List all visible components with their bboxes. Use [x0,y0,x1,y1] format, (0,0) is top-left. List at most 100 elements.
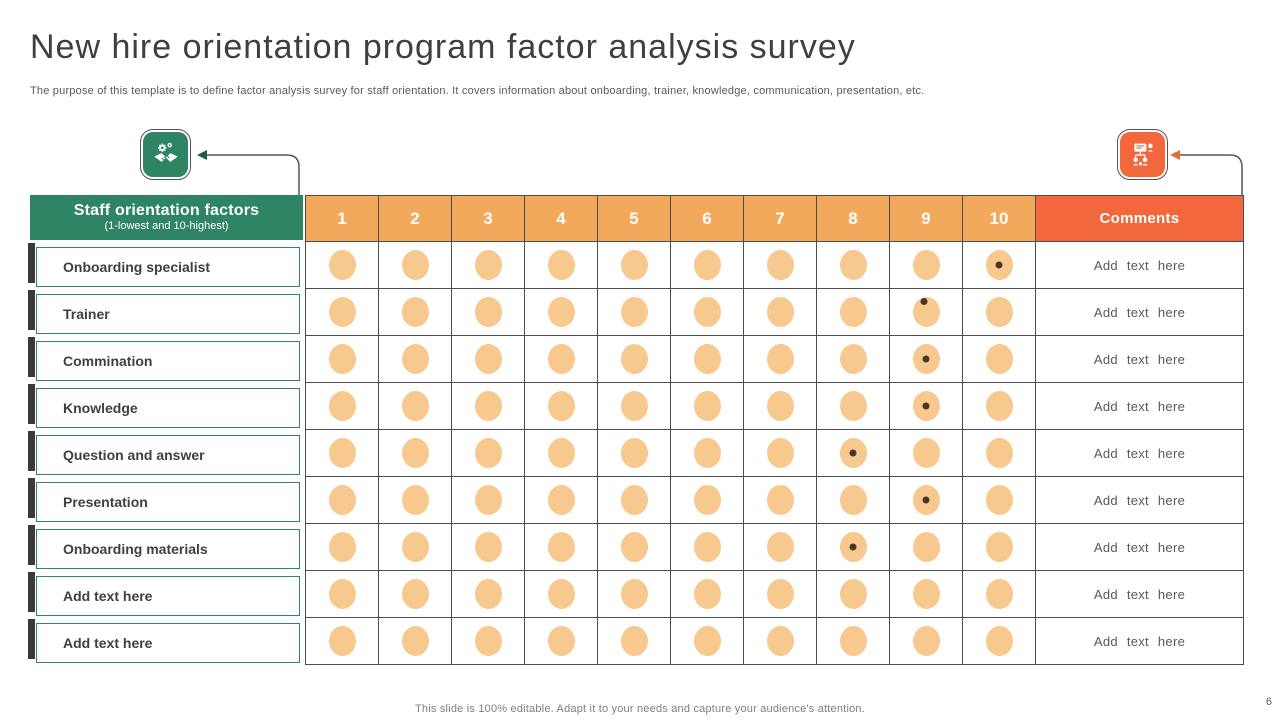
rating-cell[interactable] [306,242,378,288]
rating-cell[interactable] [379,289,451,335]
rating-dot[interactable] [839,344,867,374]
rating-cell[interactable] [306,571,378,617]
rating-dot[interactable] [839,391,867,421]
rating-dot[interactable] [474,250,502,280]
rating-cell[interactable] [452,289,524,335]
rating-cell[interactable] [671,430,743,476]
rating-dot[interactable] [620,297,648,327]
rating-dot[interactable] [547,579,575,609]
rating-dot[interactable] [985,297,1013,327]
rating-cell[interactable] [817,289,889,335]
rating-dot[interactable] [620,626,648,656]
rating-cell[interactable] [890,524,962,570]
comment-cell[interactable]: Add text here [1036,571,1243,617]
rating-dot[interactable] [912,344,940,374]
rating-cell[interactable] [671,242,743,288]
rating-cell[interactable] [963,571,1035,617]
rating-dot[interactable] [328,579,356,609]
rating-cell[interactable] [452,618,524,664]
rating-dot[interactable] [766,344,794,374]
rating-cell[interactable] [379,571,451,617]
factor-label-box[interactable]: Onboarding materials [36,529,300,569]
rating-cell[interactable] [598,430,670,476]
rating-cell[interactable] [306,336,378,382]
factor-label-box[interactable]: Onboarding specialist [36,247,300,287]
rating-cell[interactable] [306,289,378,335]
rating-dot[interactable] [328,532,356,562]
rating-cell[interactable] [744,289,816,335]
rating-cell[interactable] [379,383,451,429]
comment-cell[interactable]: Add text here [1036,477,1243,523]
rating-dot[interactable] [766,438,794,468]
rating-cell[interactable] [525,524,597,570]
rating-cell[interactable] [598,477,670,523]
rating-dot[interactable] [401,391,429,421]
rating-cell[interactable] [379,477,451,523]
rating-dot[interactable] [693,391,721,421]
comment-cell[interactable]: Add text here [1036,336,1243,382]
rating-dot[interactable] [401,344,429,374]
rating-cell[interactable] [525,571,597,617]
factor-label-box[interactable]: Knowledge [36,388,300,428]
rating-cell[interactable] [598,571,670,617]
rating-dot[interactable] [839,297,867,327]
rating-dot[interactable] [766,391,794,421]
rating-cell[interactable] [671,477,743,523]
rating-dot[interactable] [693,579,721,609]
rating-dot[interactable] [693,250,721,280]
rating-cell[interactable] [963,336,1035,382]
rating-cell[interactable] [598,289,670,335]
rating-dot[interactable] [474,626,502,656]
rating-cell[interactable] [525,618,597,664]
rating-cell[interactable] [379,430,451,476]
rating-cell[interactable] [671,289,743,335]
rating-dot[interactable] [912,626,940,656]
rating-dot[interactable] [693,297,721,327]
rating-dot[interactable] [474,438,502,468]
rating-dot[interactable] [985,626,1013,656]
rating-cell[interactable] [817,524,889,570]
rating-dot[interactable] [547,344,575,374]
rating-cell[interactable] [817,571,889,617]
rating-dot[interactable] [328,250,356,280]
rating-cell[interactable] [452,430,524,476]
factor-label-box[interactable]: Presentation [36,482,300,522]
rating-cell[interactable] [744,383,816,429]
rating-cell[interactable] [817,383,889,429]
rating-cell[interactable] [890,383,962,429]
rating-dot[interactable] [401,297,429,327]
rating-cell[interactable] [306,524,378,570]
rating-cell[interactable] [452,336,524,382]
rating-dot[interactable] [912,391,940,421]
rating-dot[interactable] [547,532,575,562]
rating-dot[interactable] [547,438,575,468]
rating-cell[interactable] [671,618,743,664]
factor-label-box[interactable]: Add text here [36,576,300,616]
rating-dot[interactable] [474,391,502,421]
rating-cell[interactable] [963,289,1035,335]
rating-dot[interactable] [620,344,648,374]
rating-dot[interactable] [985,485,1013,515]
rating-cell[interactable] [598,524,670,570]
rating-dot[interactable] [693,485,721,515]
rating-dot[interactable] [839,485,867,515]
rating-dot[interactable] [985,250,1013,280]
rating-dot[interactable] [401,579,429,609]
rating-cell[interactable] [817,477,889,523]
rating-cell[interactable] [306,477,378,523]
rating-dot[interactable] [547,626,575,656]
rating-dot[interactable] [474,485,502,515]
rating-dot[interactable] [985,391,1013,421]
rating-dot[interactable] [912,532,940,562]
rating-cell[interactable] [817,336,889,382]
rating-cell[interactable] [379,618,451,664]
rating-dot[interactable] [328,438,356,468]
rating-dot[interactable] [912,579,940,609]
rating-dot[interactable] [474,344,502,374]
rating-dot[interactable] [547,297,575,327]
rating-cell[interactable] [525,383,597,429]
rating-cell[interactable] [452,524,524,570]
rating-dot[interactable] [401,250,429,280]
factor-label-box[interactable]: Trainer [36,294,300,334]
rating-dot[interactable] [693,626,721,656]
